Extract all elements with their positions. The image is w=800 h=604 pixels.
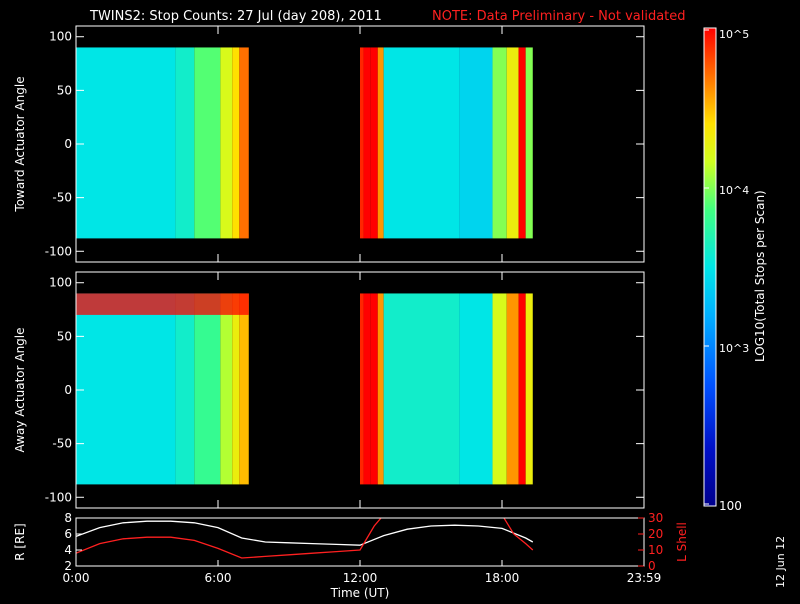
y-tick-label: 100 [49, 30, 72, 44]
heatmap-cell [518, 293, 526, 485]
heatmap-cell [383, 47, 460, 239]
x-tick-label: 23:59 [627, 571, 662, 585]
y-tick-label: 50 [57, 329, 72, 343]
heatmap-cell [194, 293, 221, 485]
heatmap-cell [377, 47, 384, 239]
y-tick-label: 4 [64, 543, 72, 557]
heatmap-band [76, 293, 249, 315]
lshell-line [503, 518, 534, 551]
heatmap-cell [363, 47, 371, 239]
heatmap-cell [506, 293, 519, 485]
x-tick-label: 6:00 [205, 571, 232, 585]
heatmap-cell [370, 293, 378, 485]
colorbar-tick-label: 100 [719, 499, 742, 513]
heatmap-cell [363, 293, 371, 485]
y-tick-label: 8 [64, 511, 72, 525]
heatmap-cell [76, 293, 176, 485]
x-tick-label: 0:00 [63, 571, 90, 585]
r-line [76, 520, 534, 546]
y-tick-label: -100 [45, 490, 72, 504]
heatmap-cell [459, 293, 493, 485]
heatmap-cell [76, 47, 176, 239]
date-stamp: 12 Jun 12 [774, 536, 787, 588]
heatmap-cell [370, 47, 378, 239]
y-axis-label: Away Actuator Angle [13, 327, 27, 452]
colorbar-tick-label: 10^4 [719, 184, 749, 197]
heatmap-cell [220, 47, 233, 239]
y-tick-label: 2 [64, 559, 72, 573]
colorbar-label: LOG10(Total Stops per Scan) [753, 190, 767, 362]
y-axis-label: R [RE] [13, 523, 27, 560]
heatmap-cell [525, 293, 533, 485]
x-tick-label: 12:00 [343, 571, 378, 585]
heatmap-cell [383, 293, 460, 485]
preliminary-note: NOTE: Data Preliminary - Not validated [432, 9, 686, 24]
heatmap-cell [518, 47, 526, 239]
colorbar [703, 27, 717, 507]
colorbar-ticks [704, 29, 709, 505]
chart-title: TWINS2: Stop Counts: 27 Jul (day 208), 2… [89, 9, 382, 24]
orbit-line-panel: 8 6 4 2 30 20 10 0 0:00 6:00 12:00 18:00 23:59 R [RE]… [13, 511, 689, 600]
y-tick-label: -50 [52, 437, 72, 451]
heatmap-cell [175, 47, 195, 239]
heatmap-cell [194, 47, 221, 239]
colorbar-tick-label: 10^3 [719, 342, 749, 355]
heatmap-cell [492, 47, 507, 239]
heatmap-cell [360, 293, 364, 485]
toward-heatmap-panel: 100 50 0 -50 -100 Toward Actuator Angle [13, 25, 645, 263]
y-tick-label: 0 [64, 383, 72, 397]
y-tick-label: 0 [64, 137, 72, 151]
heatmap-cell [492, 293, 507, 485]
y-tick-label: -100 [45, 244, 72, 258]
y-tick-label: 100 [49, 276, 72, 290]
heatmap-cell [525, 47, 533, 239]
heatmap-cell [506, 47, 519, 239]
colorbar-tick-label: 10^5 [719, 28, 749, 41]
heatmap-cell [459, 47, 493, 239]
y-tick-label: 6 [64, 527, 72, 541]
heatmap-cell [220, 293, 233, 485]
y2-tick-label: 20 [648, 527, 663, 541]
y2-tick-label: 10 [648, 543, 663, 557]
heatmap-cell [232, 47, 240, 239]
y-tick-label: 50 [57, 83, 72, 97]
x-tick-label: 18:00 [485, 571, 520, 585]
heatmap-cell [239, 293, 249, 485]
away-heatmap-panel: 100 50 0 -50 -100 Away Actuator Angle [13, 271, 645, 509]
heatmap-cell [360, 47, 364, 239]
heatmap-cell [239, 47, 249, 239]
y-axis-label: Toward Actuator Angle [13, 76, 27, 212]
heatmap-cell [232, 293, 240, 485]
y2-tick-label: 0 [648, 559, 656, 573]
x-axis-label: Time (UT) [330, 586, 390, 600]
y-tick-label: -50 [52, 191, 72, 205]
y2-axis-label: L Shell [675, 522, 689, 562]
y2-tick-label: 30 [648, 511, 663, 525]
panel-frame [75, 517, 645, 567]
lshell-line [76, 518, 382, 559]
heatmap-cell [377, 293, 384, 485]
heatmap-cell [175, 293, 195, 485]
